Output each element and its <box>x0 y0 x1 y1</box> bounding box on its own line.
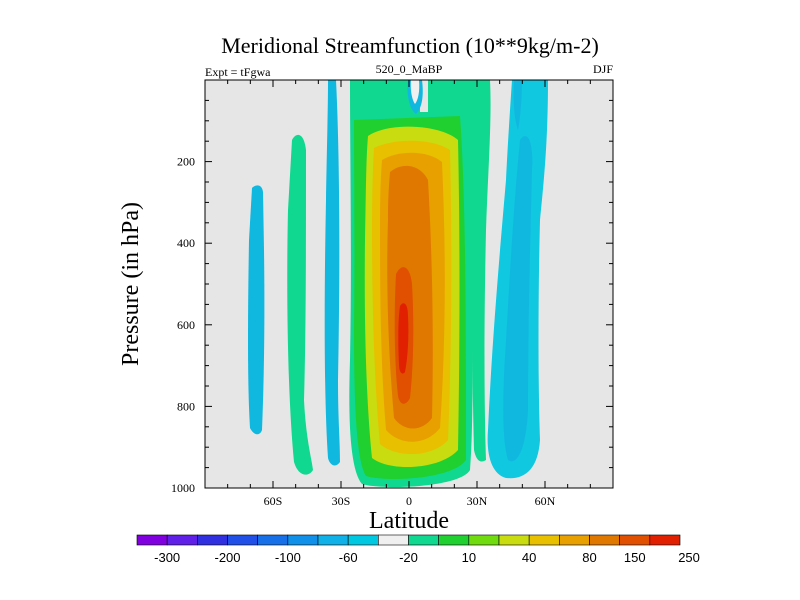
colorbar-swatch <box>559 534 590 546</box>
colorbar-label: 150 <box>624 550 646 565</box>
y-tick-label: 400 <box>177 236 195 250</box>
colorbar-swatch <box>438 534 470 546</box>
colorbar-swatch <box>649 534 681 546</box>
colorbar-swatch <box>227 534 258 546</box>
colorbar-label: 10 <box>462 550 476 565</box>
contour-hadley-250c <box>398 303 409 374</box>
x-tick-label: 30N <box>467 494 488 508</box>
colorbar-label: -60 <box>339 550 358 565</box>
colorbar-swatch <box>257 534 289 546</box>
colorbar-swatch <box>408 534 439 546</box>
colorbar-swatch <box>166 534 198 546</box>
colorbar-label: -200 <box>214 550 240 565</box>
y-tick-label: 1000 <box>171 481 195 495</box>
contour-cell-60s-neg <box>248 185 265 435</box>
contour-fields <box>248 80 548 488</box>
y-axis-label: Pressure (in hPa) <box>118 202 144 366</box>
contour-cell-30n-pos <box>472 80 491 462</box>
colorbar-label: -20 <box>399 550 418 565</box>
colorbar-swatch <box>317 534 349 546</box>
contour-cell-50n-neg-top <box>513 80 522 130</box>
experiment-label: Expt = tFgwa <box>205 65 271 79</box>
colorbar-swatch <box>378 534 409 546</box>
colorbar-label: 250 <box>678 550 700 565</box>
colorbar-swatch <box>468 534 500 546</box>
contour-tropical-notch-inner <box>410 80 420 104</box>
y-axis-ticks: 200 400 600 800 1000 <box>171 79 613 495</box>
colorbar-label: -300 <box>154 550 180 565</box>
x-tick-label: 60S <box>264 494 283 508</box>
season-label: DJF <box>593 62 613 76</box>
colorbar-label: 80 <box>582 550 596 565</box>
colorbar-label: 40 <box>522 550 536 565</box>
colorbar-label: -100 <box>275 550 301 565</box>
x-axis-ticks: 60S 30S 0 30N 60N <box>204 80 614 508</box>
x-axis-label: Latitude <box>369 508 449 534</box>
colorbar-swatch <box>197 534 228 546</box>
colorbar-swatch <box>528 534 560 546</box>
colorbar-swatch <box>136 534 168 546</box>
contour-cell-50n-neg-inner <box>503 135 533 462</box>
y-tick-label: 800 <box>177 399 195 413</box>
period-label: 520_0_MaBP <box>376 62 443 76</box>
y-tick-label: 200 <box>177 155 195 169</box>
contour-cell-30s-neg <box>324 80 340 466</box>
colorbar-swatch <box>619 534 651 546</box>
y-tick-label: 600 <box>177 318 195 332</box>
colorbar: -300 -200 -100 -60 -20 10 40 80 150 250 <box>136 534 700 565</box>
colorbar-swatch <box>589 534 620 546</box>
x-tick-label: 0 <box>406 494 412 508</box>
contour-cell-45s-pos <box>287 134 313 475</box>
colorbar-swatch <box>347 534 379 546</box>
x-tick-label: 30S <box>332 494 351 508</box>
colorbar-swatch <box>498 534 530 546</box>
chart-title: Meridional Streamfunction (10**9kg/m-2) <box>221 33 599 58</box>
x-tick-label: 60N <box>535 494 556 508</box>
colorbar-swatch <box>287 534 319 546</box>
